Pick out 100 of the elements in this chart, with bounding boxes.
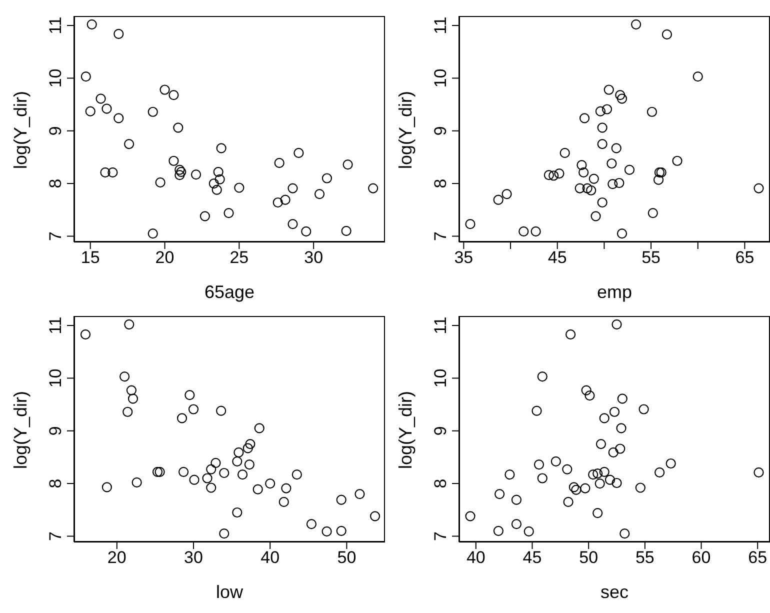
x-tick-label: 40	[466, 548, 486, 568]
point	[563, 496, 574, 508]
point	[504, 470, 515, 480]
point	[608, 447, 618, 458]
point	[544, 170, 554, 180]
point	[554, 168, 564, 179]
x-tick-label: 50	[579, 548, 598, 568]
point	[368, 183, 378, 194]
x-tick-label: 50	[337, 548, 356, 568]
point	[281, 483, 292, 494]
x-tick-label: 65	[735, 248, 754, 268]
point	[609, 406, 620, 417]
point	[550, 456, 561, 466]
point	[245, 438, 256, 450]
point	[648, 208, 658, 218]
point	[596, 438, 606, 450]
x-tick-label: 30	[184, 548, 203, 568]
point	[322, 173, 332, 184]
point	[597, 138, 608, 150]
y-tick-label: 8	[46, 178, 65, 188]
point	[272, 197, 283, 208]
y-tick-label: 7	[431, 231, 450, 241]
point	[524, 526, 534, 537]
x-tick-label: 25	[230, 248, 249, 268]
point	[278, 496, 289, 508]
point	[653, 174, 664, 185]
point	[493, 526, 504, 536]
point	[114, 28, 124, 39]
point	[614, 178, 624, 188]
point	[548, 170, 559, 181]
point	[590, 211, 601, 222]
point	[342, 160, 353, 170]
x-tick-label: 20	[107, 548, 126, 568]
point	[148, 228, 158, 239]
point	[100, 167, 110, 178]
point	[216, 406, 226, 416]
point	[615, 90, 626, 100]
point	[190, 170, 202, 180]
point	[213, 166, 224, 177]
x-tick-label: 15	[80, 248, 100, 268]
point	[599, 413, 610, 424]
point	[102, 482, 112, 492]
point	[604, 84, 614, 95]
point	[608, 179, 618, 190]
point	[114, 113, 124, 124]
point	[612, 478, 622, 488]
point	[615, 444, 626, 454]
point	[242, 443, 253, 454]
point	[518, 226, 529, 237]
point	[616, 228, 628, 239]
point	[216, 143, 226, 154]
point	[178, 466, 189, 477]
point	[124, 138, 134, 150]
point	[184, 390, 195, 400]
point	[354, 489, 365, 500]
point	[176, 413, 188, 424]
x-tick-label: 55	[635, 548, 654, 568]
point	[219, 468, 230, 478]
point	[301, 226, 312, 237]
point	[173, 122, 184, 133]
point	[306, 519, 317, 530]
point	[754, 183, 764, 194]
point	[692, 72, 703, 82]
point	[617, 394, 628, 404]
x-tick-label: 30	[304, 248, 324, 268]
y-tick-label: 9	[46, 126, 65, 136]
point	[254, 423, 264, 434]
point	[96, 94, 106, 104]
y-tick-label: 9	[431, 126, 450, 136]
point	[155, 177, 166, 188]
y-tick-label: 10	[431, 368, 450, 388]
point	[530, 226, 541, 237]
point	[80, 329, 91, 340]
point	[314, 189, 325, 200]
point	[465, 511, 476, 522]
point	[620, 528, 630, 539]
point	[604, 474, 616, 485]
point	[212, 184, 222, 195]
point	[336, 526, 346, 536]
point	[599, 466, 610, 477]
point	[336, 494, 346, 505]
point	[202, 473, 212, 484]
point	[566, 329, 576, 340]
point	[168, 90, 179, 100]
point	[511, 519, 522, 530]
point	[511, 494, 522, 505]
point	[210, 458, 221, 468]
point	[588, 470, 598, 480]
point	[206, 482, 216, 493]
point	[606, 158, 617, 169]
x-axis-title: 65age	[204, 282, 255, 302]
point	[582, 183, 592, 194]
point	[288, 183, 298, 194]
point	[616, 423, 626, 434]
point	[232, 507, 242, 518]
y-axis-title: log(Y_dir)	[10, 390, 30, 469]
point	[666, 458, 676, 469]
y-tick-label: 7	[46, 231, 65, 241]
point	[108, 167, 118, 178]
point	[322, 526, 332, 537]
